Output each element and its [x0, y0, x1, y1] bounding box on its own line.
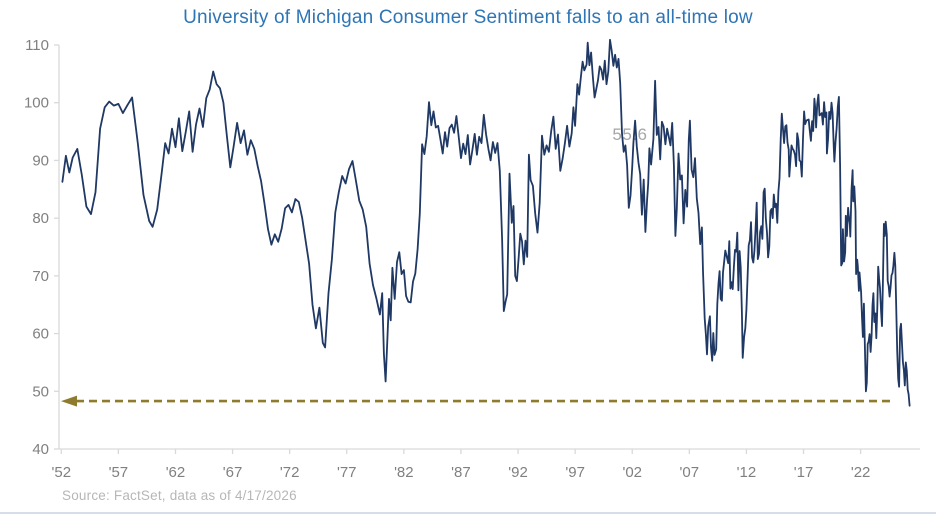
- x-tick-label: '92: [508, 464, 528, 481]
- x-tick-label: '87: [451, 464, 471, 481]
- x-tick-label: '97: [565, 464, 585, 481]
- left-arrowhead: [61, 395, 77, 407]
- y-tick-label: 100: [24, 95, 49, 112]
- y-tick-label: 110: [25, 37, 49, 54]
- y-tick-label: 50: [32, 383, 49, 400]
- bottom-divider: [0, 512, 936, 514]
- x-tick-label: '02: [622, 464, 642, 481]
- y-tick-label: 80: [32, 210, 49, 227]
- y-tick-label: 70: [32, 268, 49, 285]
- source-note: Source: FactSet, data as of 4/17/2026: [62, 488, 297, 503]
- x-tick-label: '07: [680, 464, 700, 481]
- x-tick-label: '17: [794, 464, 814, 481]
- chart-title: University of Michigan Consumer Sentimen…: [183, 7, 753, 28]
- x-tick-label: '57: [109, 464, 129, 481]
- y-tick-label: 40: [32, 441, 49, 458]
- sentiment-series-line: [61, 38, 911, 407]
- x-tick-label: '72: [280, 464, 300, 481]
- y-tick-label: 90: [32, 152, 49, 169]
- x-tick-label: '77: [337, 464, 357, 481]
- x-tick-label: '62: [166, 464, 186, 481]
- x-tick-label: '52: [52, 464, 72, 481]
- x-tick-label: '67: [223, 464, 243, 481]
- x-tick-label: '12: [737, 464, 757, 481]
- y-tick-label: 60: [32, 326, 49, 343]
- x-tick-label: '22: [851, 464, 871, 481]
- x-tick-label: '82: [394, 464, 414, 481]
